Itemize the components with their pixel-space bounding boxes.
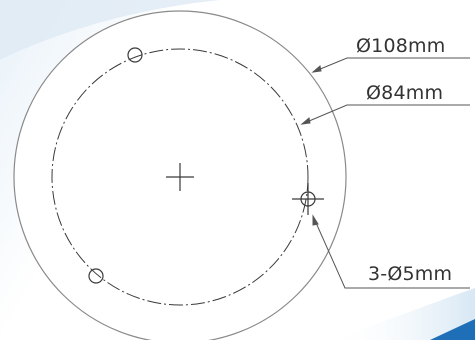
bolt-hole-right-crosshair xyxy=(292,183,324,215)
leader-holes xyxy=(312,214,470,289)
leader-outer-diameter xyxy=(311,57,470,73)
bolt-hole-bottom-left xyxy=(88,268,104,284)
accent-swoosh xyxy=(430,319,475,340)
outer-diameter-label: Ø108mm xyxy=(356,35,446,57)
leader-bolt-circle xyxy=(300,104,470,125)
bolt-circle-label: Ø84mm xyxy=(366,82,444,104)
center-mark xyxy=(166,163,194,191)
bolt-circle xyxy=(51,48,309,306)
bolt-hole-top xyxy=(127,47,143,63)
holes-label: 3-Ø5mm xyxy=(368,263,453,285)
